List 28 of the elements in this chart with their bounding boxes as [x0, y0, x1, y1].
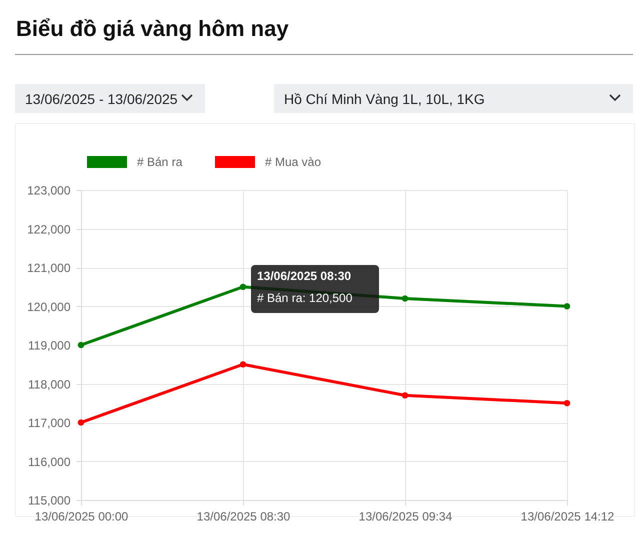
annotation: 13/06/2025 08:30 [257, 268, 352, 283]
point [564, 400, 570, 406]
chart-title: Biểu đồ giá vàng hôm nay [16, 16, 289, 42]
y-tick-label: 122,000 [27, 222, 71, 236]
x-tick-label: 13/06/2025 08:30 [196, 510, 291, 524]
text: Hồ Chí Minh Vàng 1L, 10L, 1KG [274, 84, 633, 113]
point [402, 392, 408, 399]
y-tick-label: 115,000 [28, 494, 71, 508]
legend-label: # Mua vào [265, 155, 322, 169]
y-tick-label: 121,000 [27, 261, 71, 275]
point [240, 284, 246, 290]
point [78, 419, 84, 426]
y-tick-label: 123,000 [27, 184, 71, 198]
text: 13/06/2025 - 13/06/2025 [15, 84, 205, 113]
y-tick-label: 120,000 [27, 300, 71, 314]
annotation: # Bán ra: 120,500 [257, 290, 352, 305]
y-tick-label: 118,000 [28, 377, 71, 392]
y-tick-label: 117,000 [28, 416, 71, 430]
point [78, 342, 84, 348]
x-tick-label: 13/06/2025 09:34 [358, 510, 453, 524]
y-tick-label: 119,000 [28, 338, 71, 352]
x-tick-label: 13/06/2025 14:12 [520, 510, 615, 524]
x-tick-label: 13/06/2025 00:00 [34, 510, 129, 524]
y-tick-label: 116,000 [28, 454, 71, 469]
point [564, 303, 570, 310]
point [240, 361, 246, 368]
legend-label: # Bán ra [137, 155, 183, 169]
point [402, 295, 408, 302]
